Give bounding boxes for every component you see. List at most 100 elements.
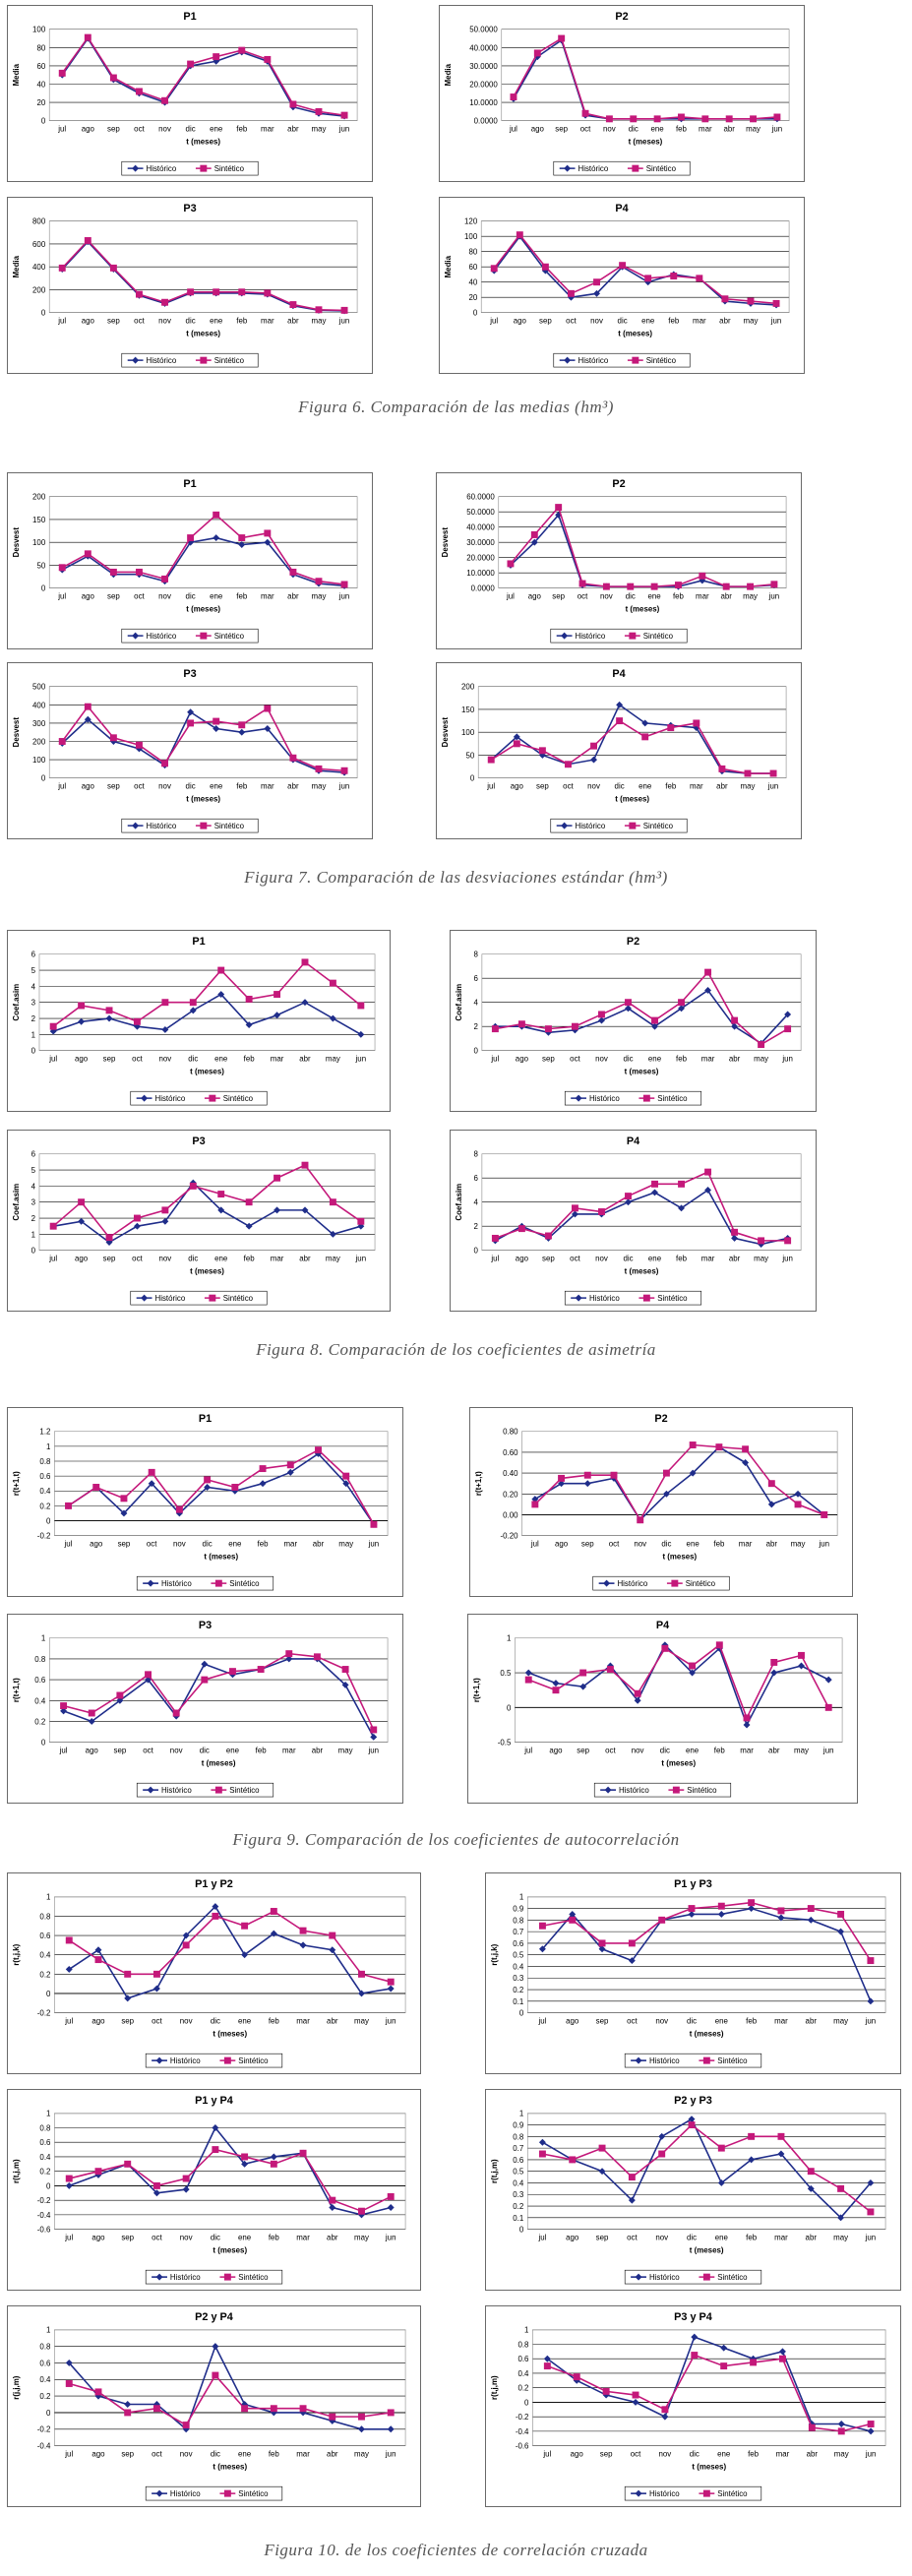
y-tick-label: 50 — [36, 561, 45, 570]
x-tick-label: dic — [200, 1747, 210, 1755]
y-tick-label: 8 — [474, 1150, 479, 1159]
y-tick-label: 100 — [464, 232, 478, 241]
data-point-sintetico — [583, 1471, 591, 1479]
chart-fig6-p3: P3 0 200 400 600 800 jul ago sep oct nov dic ene feb m… — [7, 197, 373, 374]
data-point-historico — [329, 2204, 336, 2211]
data-point-sintetico — [510, 93, 517, 100]
data-point-historico — [688, 1910, 696, 1918]
y-axis-label: Media — [444, 63, 453, 86]
x-tick-label: mar — [693, 317, 706, 326]
plot-area — [526, 1896, 886, 2013]
y-tick-label: 1 — [519, 1893, 524, 1902]
data-point-sintetico — [602, 2387, 610, 2395]
series-line-historico — [527, 1643, 829, 1727]
y-axis-label: r(t+1,t) — [472, 1678, 481, 1702]
data-point-sintetico — [630, 115, 638, 123]
data-point-sintetico — [340, 767, 348, 774]
series-line-sintetico — [61, 514, 345, 585]
x-tick-label: sep — [121, 2449, 134, 2458]
legend-box — [624, 2053, 762, 2068]
chart-svg: P4 0 2 4 6 8 jul ago sep oct nov dic ene feb mar abr may… — [455, 1135, 802, 1306]
data-point-historico — [152, 1985, 160, 1993]
data-point-historico — [593, 289, 600, 297]
data-point-sintetico — [581, 109, 589, 117]
data-point-sintetico — [238, 721, 246, 729]
data-point-sintetico — [49, 1222, 57, 1230]
legend-label: Histórico — [161, 1579, 192, 1588]
y-tick-label: 150 — [32, 516, 46, 524]
data-point-sintetico — [105, 1007, 113, 1014]
y-tick-label: 50.0000 — [469, 26, 498, 34]
legend-box — [145, 2269, 283, 2285]
data-point-sintetico — [748, 2132, 756, 2140]
x-tick-label: ago — [75, 1255, 89, 1263]
legend-box — [121, 818, 259, 833]
series-line-sintetico — [61, 239, 345, 312]
x-tick-label: mar — [776, 2449, 790, 2458]
data-point-historico — [329, 1946, 336, 1954]
chart-title: P4 — [612, 668, 625, 680]
chart-title: P1 y P4 — [195, 2095, 233, 2107]
y-tick-label: 0.40 — [503, 1469, 518, 1478]
x-tick-label: ago — [82, 317, 95, 326]
data-point-sintetico — [516, 231, 523, 239]
x-tick-label: abr — [806, 2233, 818, 2241]
data-point-sintetico — [715, 1641, 723, 1649]
x-axis-label: t (meses) — [213, 2462, 247, 2471]
data-point-sintetico — [187, 534, 195, 542]
x-tick-label: dic — [615, 782, 625, 791]
x-tick-label: jul — [57, 317, 66, 326]
x-tick-label: jul — [490, 1255, 499, 1263]
x-tick-label: dic — [629, 125, 638, 134]
data-point-historico — [370, 1733, 378, 1741]
data-point-historico — [182, 1932, 190, 1939]
data-point-sintetico — [124, 1970, 132, 1978]
data-point-historico — [807, 2184, 815, 2192]
x-tick-label: jul — [57, 782, 66, 791]
x-axis-label: t (meses) — [615, 794, 649, 803]
data-point-sintetico — [299, 1927, 307, 1934]
data-point-sintetico — [274, 1174, 281, 1182]
data-point-sintetico — [270, 2160, 277, 2168]
x-tick-label: ago — [516, 1055, 529, 1064]
data-point-sintetico — [772, 299, 780, 307]
chart-fig10-p1p2: P1 y P2 -0.2 0 0.2 0.4 0.6 0.8 1 jul ago sep oct nov… — [7, 1872, 421, 2074]
x-tick-label: mar — [740, 1747, 754, 1755]
legend-label: Histórico — [576, 822, 606, 830]
y-tick-label: 0 — [474, 1247, 479, 1256]
data-point-sintetico — [661, 1644, 669, 1652]
data-point-sintetico — [340, 111, 348, 119]
data-point-historico — [530, 538, 538, 546]
x-tick-label: may — [743, 592, 758, 601]
data-point-sintetico — [632, 2391, 639, 2399]
data-point-sintetico — [152, 2181, 160, 2189]
data-point-historico — [641, 719, 649, 727]
data-point-sintetico — [602, 583, 610, 590]
x-axis-label: t (meses) — [661, 1758, 696, 1767]
data-point-sintetico — [212, 2371, 219, 2379]
chart-svg: P1 0 50 100 150 200 jul ago sep oct nov dic ene feb ma… — [12, 478, 358, 644]
y-axis-label: r(t+1,t) — [12, 1678, 21, 1702]
x-tick-label: mar — [261, 317, 274, 326]
y-axis-label: r(t,j,k) — [12, 1943, 21, 1965]
data-point-sintetico — [731, 1016, 739, 1024]
data-point-historico — [109, 738, 117, 745]
x-tick-label: oct — [152, 2449, 162, 2458]
data-point-historico — [329, 1014, 336, 1022]
x-tick-label: jun — [385, 2016, 396, 2025]
y-tick-label: -0.2 — [37, 2009, 51, 2018]
y-tick-label: 150 — [461, 705, 475, 714]
chart-svg: P1 0 20 40 60 80 100 jul ago sep oct nov dic ene feb ma… — [12, 11, 358, 176]
x-tick-label: nov — [600, 592, 613, 601]
chart-title: P2 — [627, 936, 639, 948]
data-point-historico — [538, 2138, 546, 2146]
x-tick-label: sep — [536, 782, 549, 791]
y-tick-label: -0.6 — [516, 2442, 529, 2451]
x-tick-label: jun — [767, 782, 779, 791]
legend-box — [121, 160, 259, 176]
series-line-historico — [68, 2344, 392, 2431]
data-point-historico — [387, 2204, 395, 2211]
legend-label: Sintético — [238, 2489, 269, 2498]
chart-fig6-p1: P1 0 20 40 60 80 100 jul ago sep oct nov dic ene feb ma… — [7, 5, 373, 182]
data-point-historico — [286, 1468, 294, 1476]
